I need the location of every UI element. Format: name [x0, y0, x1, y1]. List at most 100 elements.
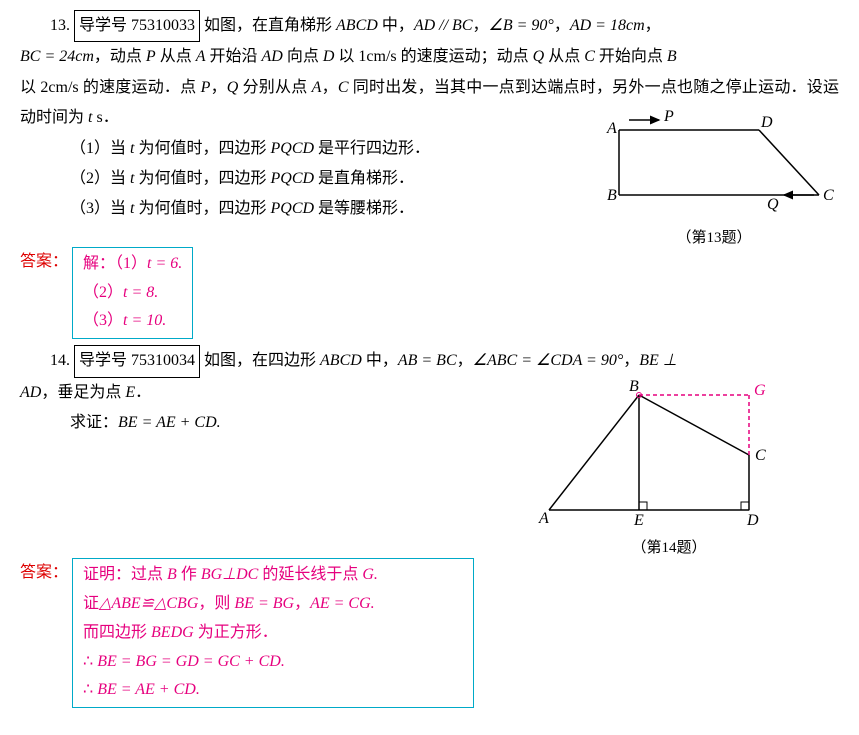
- t: 解：（1）: [83, 255, 147, 272]
- bead: BE ⊥: [639, 352, 676, 369]
- t: 证明：过点: [83, 566, 167, 583]
- t: ，: [645, 17, 661, 34]
- A: A: [196, 48, 206, 65]
- lbl-G: G: [754, 382, 766, 399]
- Q: Q: [227, 79, 239, 96]
- lbl-B: B: [607, 187, 617, 204]
- t: 从点: [544, 48, 584, 65]
- problem-14: 14. 导学号 75310034 如图，在四边形 ABCD 中，AB = BC，…: [20, 345, 839, 438]
- answer-box-13: 解：（1）t = 6. （2）t = 8. （3）t = 10.: [72, 247, 193, 339]
- t: 的延长线于点: [258, 566, 362, 583]
- t: 为何值时，四边形: [134, 140, 270, 157]
- t: △ABE≌△CBG: [99, 595, 198, 612]
- t: ，: [457, 352, 473, 369]
- P: P: [146, 48, 156, 65]
- t: 以 2cm/s 的速度运动．点: [20, 79, 201, 96]
- lbl-A: A: [538, 510, 549, 527]
- prove: BE = AE + CD.: [118, 414, 221, 431]
- t: 中，: [362, 352, 398, 369]
- pqcd: PQCD: [270, 140, 314, 157]
- t: ，: [554, 17, 570, 34]
- lbl-C: C: [755, 447, 766, 464]
- t: s．: [92, 109, 118, 126]
- t: G.: [362, 566, 378, 583]
- t: （2）: [83, 284, 123, 301]
- t: BE = BG = GD = GC + CD.: [97, 653, 285, 670]
- trapezoid-svg: A B C D P Q: [589, 105, 839, 220]
- t: BEDG: [151, 624, 194, 641]
- t: AE = CG.: [310, 595, 375, 612]
- t: BE = AE + CD.: [97, 681, 200, 698]
- t: BG⊥DC: [201, 566, 259, 583]
- B: B: [667, 48, 677, 65]
- lbl-E: E: [633, 512, 644, 529]
- t: 开始沿: [206, 48, 262, 65]
- D: D: [323, 48, 335, 65]
- C: C: [584, 48, 595, 65]
- AD: AD: [20, 384, 41, 401]
- guide-box: 导学号 75310033: [74, 10, 200, 42]
- t: 求证：: [70, 414, 118, 431]
- t: ，动点: [94, 48, 146, 65]
- t: ，: [210, 79, 226, 96]
- t: 以 1cm/s 的速度运动；动点: [334, 48, 532, 65]
- t: 是等腰梯形．: [314, 200, 414, 217]
- Q: Q: [533, 48, 545, 65]
- t: ，则: [198, 595, 234, 612]
- fig13-caption: （第13题）: [589, 224, 839, 253]
- t: ，: [294, 595, 310, 612]
- answer-label: 答案：: [20, 558, 68, 588]
- t: 分别从点: [238, 79, 311, 96]
- t: （3）: [83, 312, 123, 329]
- figure-14: A B C D E G （第14题）: [529, 375, 809, 563]
- t: 为正方形．: [194, 624, 278, 641]
- t: 从点: [156, 48, 196, 65]
- t: 如图，在直角梯形: [200, 17, 336, 34]
- t: （2）当: [70, 170, 130, 187]
- A: A: [312, 79, 322, 96]
- t: （1）当: [70, 140, 130, 157]
- bc24: BC = 24cm: [20, 48, 94, 65]
- ad18: AD = 18cm: [570, 17, 645, 34]
- lbl-P: P: [663, 108, 674, 125]
- t: ，: [473, 17, 489, 34]
- ang: ∠ABC = ∠CDA = 90°: [473, 352, 624, 369]
- t: 向点: [283, 48, 323, 65]
- p13-answer: 答案： 解：（1）t = 6. （2）t = 8. （3）t = 10.: [20, 247, 839, 339]
- pqcd: PQCD: [270, 170, 314, 187]
- lbl-D: D: [746, 512, 759, 529]
- t: 为何值时，四边形: [134, 200, 270, 217]
- fig14-caption: （第14题）: [529, 534, 809, 563]
- t: t = 8.: [123, 284, 158, 301]
- pqcd: PQCD: [270, 200, 314, 217]
- lbl-D: D: [760, 114, 773, 131]
- t: 是平行四边形．: [314, 140, 430, 157]
- t: BE = BG: [234, 595, 294, 612]
- t: B: [167, 566, 177, 583]
- E: E: [125, 384, 135, 401]
- t: ∴: [83, 653, 97, 670]
- p13-num: 13.: [20, 17, 70, 34]
- quad-svg: A B C D E G: [529, 375, 809, 530]
- lbl-C: C: [823, 187, 834, 204]
- t: ，垂足为点: [41, 384, 125, 401]
- abcd: ABCD: [336, 17, 378, 34]
- t: 为何值时，四边形: [134, 170, 270, 187]
- p14-num: 14.: [20, 352, 70, 369]
- lbl-Q: Q: [767, 196, 779, 213]
- p14-answer: 答案： 证明：过点 B 作 BG⊥DC 的延长线于点 G. 证△ABE≌△CBG…: [20, 558, 839, 708]
- abcd: ABCD: [320, 352, 362, 369]
- t: 作: [177, 566, 201, 583]
- guide-box: 导学号 75310034: [74, 345, 200, 377]
- P: P: [201, 79, 211, 96]
- t: ，: [321, 79, 337, 96]
- t: 证: [83, 595, 99, 612]
- lbl-A: A: [606, 120, 617, 137]
- t: t = 6.: [147, 255, 182, 272]
- adbc: AD // BC: [414, 17, 473, 34]
- t: ∴: [83, 681, 97, 698]
- angb: ∠B = 90°: [489, 17, 554, 34]
- t: ，: [623, 352, 639, 369]
- t: t = 10.: [123, 312, 166, 329]
- AD: AD: [262, 48, 283, 65]
